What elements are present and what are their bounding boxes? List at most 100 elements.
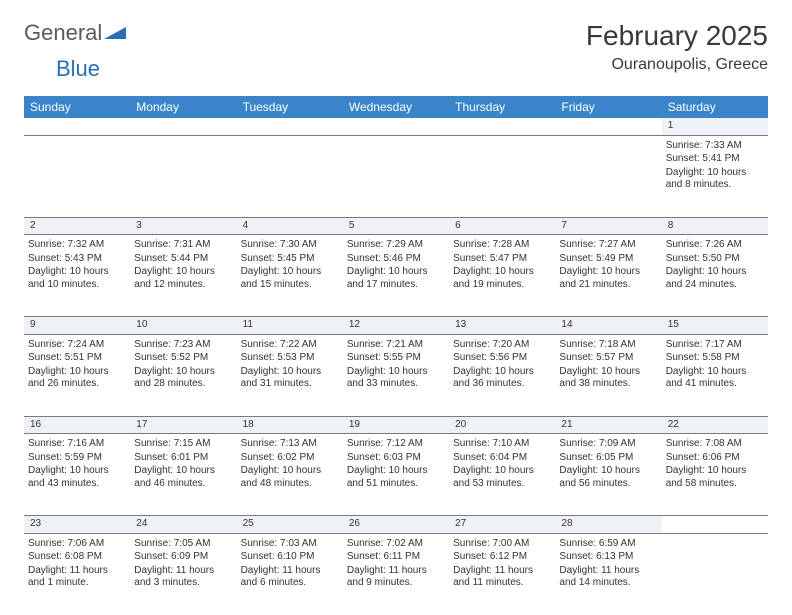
calendar-table: Sunday Monday Tuesday Wednesday Thursday… (24, 96, 768, 615)
sunset-text: Sunset: 6:11 PM (347, 551, 445, 564)
page-title: February 2025 (586, 20, 768, 52)
day-cell (449, 135, 555, 217)
day-cell: Sunrise: 7:33 AMSunset: 5:41 PMDaylight:… (662, 135, 768, 217)
day-cell: Sunrise: 7:27 AMSunset: 5:49 PMDaylight:… (555, 235, 661, 317)
sunrise-text: Sunrise: 7:08 AM (666, 438, 764, 451)
daylight-text: Daylight: 10 hours and 51 minutes. (347, 465, 445, 490)
day-cell: Sunrise: 7:18 AMSunset: 5:57 PMDaylight:… (555, 334, 661, 416)
weekday-header: Sunday (24, 96, 130, 118)
sunset-text: Sunset: 5:55 PM (347, 352, 445, 365)
sunrise-text: Sunrise: 7:15 AM (134, 438, 232, 451)
day-number-cell: 14 (555, 317, 661, 335)
day-number-cell: 6 (449, 217, 555, 235)
sunrise-text: Sunrise: 7:33 AM (666, 140, 764, 153)
daylight-text: Daylight: 11 hours and 11 minutes. (453, 565, 551, 590)
sunset-text: Sunset: 5:45 PM (241, 253, 339, 266)
daylight-text: Daylight: 10 hours and 46 minutes. (134, 465, 232, 490)
weekday-header: Thursday (449, 96, 555, 118)
sunset-text: Sunset: 6:02 PM (241, 452, 339, 465)
day-number-cell (449, 118, 555, 135)
daylight-text: Daylight: 11 hours and 1 minute. (28, 565, 126, 590)
day-number-cell: 24 (130, 516, 236, 534)
day-number-cell: 3 (130, 217, 236, 235)
day-cell: Sunrise: 7:16 AMSunset: 5:59 PMDaylight:… (24, 434, 130, 516)
daylight-text: Daylight: 10 hours and 41 minutes. (666, 366, 764, 391)
day-cell: Sunrise: 7:08 AMSunset: 6:06 PMDaylight:… (662, 434, 768, 516)
weekday-header: Friday (555, 96, 661, 118)
day-number-row: 16171819202122 (24, 416, 768, 434)
day-number-cell: 17 (130, 416, 236, 434)
sunrise-text: Sunrise: 7:06 AM (28, 538, 126, 551)
sunrise-text: Sunrise: 7:00 AM (453, 538, 551, 551)
day-number-cell: 2 (24, 217, 130, 235)
daylight-text: Daylight: 10 hours and 31 minutes. (241, 366, 339, 391)
sunset-text: Sunset: 5:52 PM (134, 352, 232, 365)
day-cell: Sunrise: 7:12 AMSunset: 6:03 PMDaylight:… (343, 434, 449, 516)
weekday-header: Tuesday (237, 96, 343, 118)
location: Ouranoupolis, Greece (586, 56, 768, 74)
sunrise-text: Sunrise: 7:26 AM (666, 239, 764, 252)
day-number-cell: 1 (662, 118, 768, 135)
sunset-text: Sunset: 6:13 PM (559, 551, 657, 564)
sunrise-text: Sunrise: 7:21 AM (347, 339, 445, 352)
sunset-text: Sunset: 5:50 PM (666, 253, 764, 266)
sunrise-text: Sunrise: 7:24 AM (28, 339, 126, 352)
day-number-cell (343, 118, 449, 135)
day-cell: Sunrise: 7:23 AMSunset: 5:52 PMDaylight:… (130, 334, 236, 416)
sunset-text: Sunset: 6:01 PM (134, 452, 232, 465)
day-number-row: 9101112131415 (24, 317, 768, 335)
sunset-text: Sunset: 6:12 PM (453, 551, 551, 564)
sunset-text: Sunset: 5:58 PM (666, 352, 764, 365)
day-number-cell (555, 118, 661, 135)
sunrise-text: Sunrise: 7:03 AM (241, 538, 339, 551)
day-cell: Sunrise: 6:59 AMSunset: 6:13 PMDaylight:… (555, 533, 661, 615)
sunset-text: Sunset: 6:09 PM (134, 551, 232, 564)
day-cell (662, 533, 768, 615)
sunrise-text: Sunrise: 7:12 AM (347, 438, 445, 451)
day-number-cell (237, 118, 343, 135)
week-row: Sunrise: 7:32 AMSunset: 5:43 PMDaylight:… (24, 235, 768, 317)
day-cell (24, 135, 130, 217)
daylight-text: Daylight: 10 hours and 43 minutes. (28, 465, 126, 490)
day-number-cell (662, 516, 768, 534)
day-number-row: 1 (24, 118, 768, 135)
daylight-text: Daylight: 10 hours and 28 minutes. (134, 366, 232, 391)
sunrise-text: Sunrise: 7:23 AM (134, 339, 232, 352)
sunset-text: Sunset: 6:06 PM (666, 452, 764, 465)
sunrise-text: Sunrise: 7:09 AM (559, 438, 657, 451)
day-number-row: 232425262728 (24, 516, 768, 534)
day-number-cell: 28 (555, 516, 661, 534)
daylight-text: Daylight: 10 hours and 10 minutes. (28, 266, 126, 291)
sunrise-text: Sunrise: 7:16 AM (28, 438, 126, 451)
day-cell: Sunrise: 7:00 AMSunset: 6:12 PMDaylight:… (449, 533, 555, 615)
logo: General (24, 20, 128, 46)
sunset-text: Sunset: 6:04 PM (453, 452, 551, 465)
day-cell: Sunrise: 7:28 AMSunset: 5:47 PMDaylight:… (449, 235, 555, 317)
sunset-text: Sunset: 5:43 PM (28, 253, 126, 266)
sunset-text: Sunset: 6:10 PM (241, 551, 339, 564)
daylight-text: Daylight: 10 hours and 21 minutes. (559, 266, 657, 291)
day-cell: Sunrise: 7:13 AMSunset: 6:02 PMDaylight:… (237, 434, 343, 516)
week-row: Sunrise: 7:16 AMSunset: 5:59 PMDaylight:… (24, 434, 768, 516)
sunset-text: Sunset: 5:57 PM (559, 352, 657, 365)
sunset-text: Sunset: 5:53 PM (241, 352, 339, 365)
daylight-text: Daylight: 10 hours and 53 minutes. (453, 465, 551, 490)
sunrise-text: Sunrise: 7:20 AM (453, 339, 551, 352)
daylight-text: Daylight: 11 hours and 3 minutes. (134, 565, 232, 590)
day-cell: Sunrise: 7:03 AMSunset: 6:10 PMDaylight:… (237, 533, 343, 615)
sunrise-text: Sunrise: 7:22 AM (241, 339, 339, 352)
day-number-cell: 20 (449, 416, 555, 434)
day-number-cell: 25 (237, 516, 343, 534)
sunrise-text: Sunrise: 7:31 AM (134, 239, 232, 252)
day-cell: Sunrise: 7:02 AMSunset: 6:11 PMDaylight:… (343, 533, 449, 615)
day-number-cell: 18 (237, 416, 343, 434)
week-row: Sunrise: 7:24 AMSunset: 5:51 PMDaylight:… (24, 334, 768, 416)
day-number-cell: 8 (662, 217, 768, 235)
day-cell (130, 135, 236, 217)
weekday-header-row: Sunday Monday Tuesday Wednesday Thursday… (24, 96, 768, 118)
daylight-text: Daylight: 10 hours and 48 minutes. (241, 465, 339, 490)
title-block: February 2025 Ouranoupolis, Greece (586, 20, 768, 74)
sunset-text: Sunset: 5:49 PM (559, 253, 657, 266)
day-number-cell: 11 (237, 317, 343, 335)
sunset-text: Sunset: 5:47 PM (453, 253, 551, 266)
